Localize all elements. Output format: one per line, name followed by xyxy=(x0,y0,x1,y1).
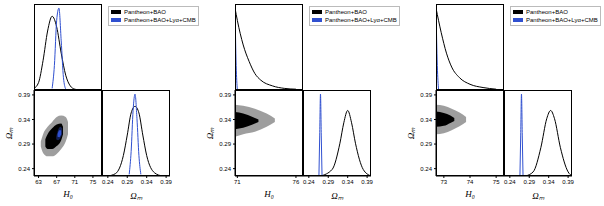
svg-text:75: 75 xyxy=(493,179,500,185)
html-text:Ωₘ: Ωₘ xyxy=(405,127,416,140)
svg-text:0.29: 0.29 xyxy=(219,141,231,147)
svg-text:0.24: 0.24 xyxy=(102,179,114,185)
html-text:H₀: H₀ xyxy=(264,189,274,199)
html-text:Pantheon+BAO+Lyα+CMB: Pantheon+BAO+Lyα+CMB xyxy=(526,17,598,23)
svg-text:0.39: 0.39 xyxy=(18,92,30,98)
svg-text:74: 74 xyxy=(467,179,474,185)
svg-text:0.34: 0.34 xyxy=(543,179,555,185)
svg-text:0.24: 0.24 xyxy=(303,179,315,185)
svg-text:76: 76 xyxy=(293,179,300,185)
html-text:Pantheon+BAO: Pantheon+BAO xyxy=(526,9,568,15)
svg-text:0.39: 0.39 xyxy=(160,179,172,185)
svg-text:0.29: 0.29 xyxy=(121,179,133,185)
svg-text:71: 71 xyxy=(234,179,241,185)
html-text:Ωₘ: Ωₘ xyxy=(3,127,14,140)
svg-text:0.39: 0.39 xyxy=(361,179,373,185)
html-text:Pantheon+BAO: Pantheon+BAO xyxy=(325,9,367,15)
html-text:Ωₘ: Ωₘ xyxy=(130,191,142,201)
svg-text:0.29: 0.29 xyxy=(18,141,30,147)
html-text:Ωₘ: Ωₘ xyxy=(331,191,343,201)
svg-text:0.24: 0.24 xyxy=(18,166,30,172)
svg-text:0.34: 0.34 xyxy=(219,117,231,123)
html-text:Pantheon+BAO+Lyα+CMB: Pantheon+BAO+Lyα+CMB xyxy=(124,17,196,23)
svg-text:0.39: 0.39 xyxy=(219,92,231,98)
svg-text:0.29: 0.29 xyxy=(523,179,535,185)
svg-text:0.34: 0.34 xyxy=(18,117,30,123)
html-text:H₀: H₀ xyxy=(465,189,475,199)
svg-text:75: 75 xyxy=(90,179,97,185)
svg-text:0.34: 0.34 xyxy=(141,179,153,185)
svg-text:0.24: 0.24 xyxy=(420,166,432,172)
svg-text:63: 63 xyxy=(35,179,42,185)
html-text:Pantheon+BAO+Lyα+CMB: Pantheon+BAO+Lyα+CMB xyxy=(325,17,397,23)
svg-text:0.24: 0.24 xyxy=(504,179,516,185)
svg-text:0.29: 0.29 xyxy=(420,141,432,147)
svg-text:73: 73 xyxy=(441,179,448,185)
svg-text:0.39: 0.39 xyxy=(562,179,574,185)
svg-text:0.29: 0.29 xyxy=(322,179,334,185)
svg-text:71: 71 xyxy=(71,179,78,185)
svg-text:0.34: 0.34 xyxy=(420,117,432,123)
html-text:Pantheon+BAO: Pantheon+BAO xyxy=(124,9,166,15)
svg-text:0.24: 0.24 xyxy=(219,166,231,172)
html-text:Ωₘ: Ωₘ xyxy=(532,191,544,201)
svg-text:67: 67 xyxy=(53,179,60,185)
svg-text:0.39: 0.39 xyxy=(420,92,432,98)
svg-text:0.34: 0.34 xyxy=(342,179,354,185)
html-text:Ωₘ: Ωₘ xyxy=(204,127,215,140)
html-text:H₀: H₀ xyxy=(63,189,73,199)
